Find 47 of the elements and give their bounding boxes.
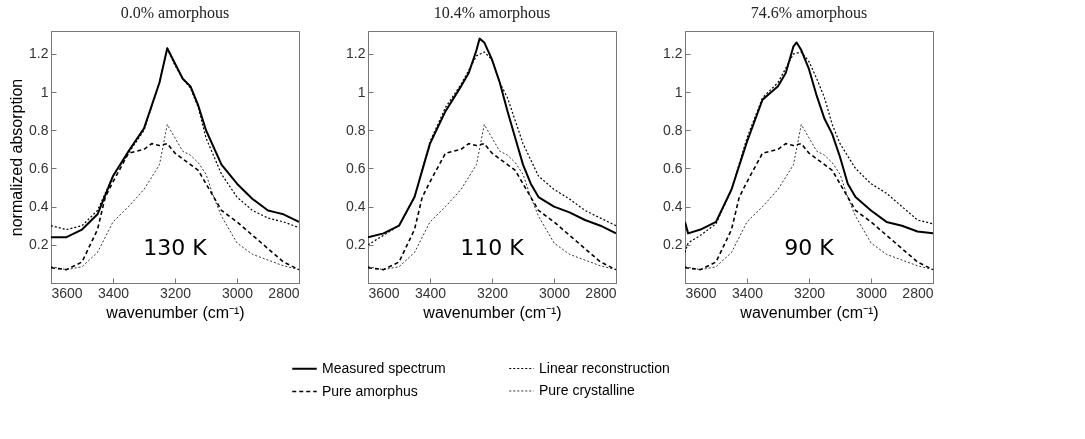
y-tick-label: 1 (674, 83, 683, 100)
x-tick-label: 3600 (685, 284, 717, 301)
y-tick-label: 0.8 (29, 121, 49, 138)
x-tick-label: 3000 (855, 284, 888, 301)
y-tick-label: 0.8 (663, 121, 683, 138)
x-tick-label: 3600 (368, 284, 400, 301)
x-tick-label: 3200 (793, 284, 826, 301)
x-tick-label: 2800 (902, 284, 934, 301)
x-tick-label: 3400 (731, 284, 764, 301)
x-tick-label: 2800 (268, 284, 300, 301)
legend-label: Measured spectrum (322, 359, 446, 376)
y-tick-label: 0.4 (346, 198, 366, 215)
x-tick-label: 2800 (585, 284, 617, 301)
x-tick-label: 3000 (221, 284, 254, 301)
y-tick-label: 0.6 (663, 159, 683, 176)
y-tick-label: 0.2 (29, 236, 49, 253)
x-tick-label: 3400 (97, 284, 130, 301)
y-tick-label: 1.2 (346, 45, 366, 62)
annotation: 110 K (460, 234, 525, 260)
chart-title: 74.6% amorphous (750, 4, 868, 22)
y-tick-label: 0.8 (346, 121, 366, 138)
y-tick-label: 1.2 (29, 45, 49, 62)
annotation: 90 K (784, 234, 835, 260)
y-tick-label: 1 (357, 83, 366, 100)
x-tick-label: 3400 (414, 284, 447, 301)
annotation: 130 K (143, 234, 208, 260)
x-axis-title: wavenumber (cm⁻¹) (105, 303, 245, 321)
x-axis-title: wavenumber (cm⁻¹) (422, 303, 562, 321)
x-tick-label: 3200 (476, 284, 509, 301)
y-tick-label: 0.2 (346, 236, 366, 253)
y-tick-label: 0.4 (29, 198, 49, 215)
chart-title: 0.0% amorphous (120, 4, 230, 22)
chart-title: 10.4% amorphous (433, 4, 551, 22)
y-tick-label: 1.2 (663, 45, 683, 62)
y-tick-label: 0.4 (663, 198, 683, 215)
x-tick-label: 3200 (159, 284, 192, 301)
y-tick-label: 0.2 (663, 236, 683, 253)
x-tick-label: 3000 (538, 284, 571, 301)
x-axis-title: wavenumber (cm⁻¹) (739, 303, 879, 321)
legend-label: Linear reconstruction (539, 359, 670, 376)
x-tick-label: 3600 (51, 284, 83, 301)
legend-label: Pure crystalline (539, 382, 635, 398)
y-tick-label: 1 (40, 83, 49, 100)
y-tick-label: 0.6 (29, 159, 49, 176)
y-axis-title: normalized absorption (8, 78, 26, 237)
y-tick-label: 0.6 (346, 159, 366, 176)
legend-label: Pure amorphus (322, 382, 418, 399)
